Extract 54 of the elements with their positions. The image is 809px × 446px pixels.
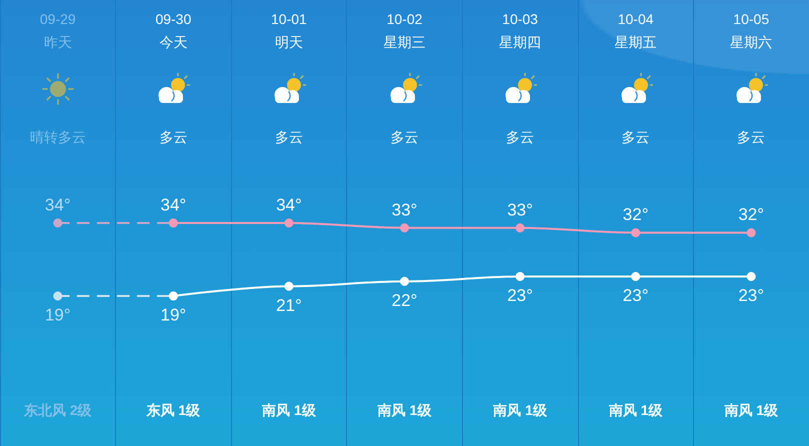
point [284, 282, 294, 291]
x-tick-label: 10-05 [733, 11, 770, 27]
text: 多云 [622, 129, 650, 145]
data-label: 33° [507, 200, 533, 220]
x-tick-label: 10-01 [271, 11, 308, 27]
data-label: 33° [392, 200, 418, 220]
point [53, 218, 62, 228]
data-label: 19° [44, 306, 71, 324]
point [746, 272, 756, 282]
data-label: 34° [276, 196, 302, 214]
text: 昨天 [44, 34, 72, 50]
text: 多云 [737, 129, 766, 145]
text: 南风 1级 [261, 402, 317, 418]
point [400, 223, 409, 232]
data-label: 23° [507, 286, 533, 306]
data-label: 21° [276, 296, 302, 315]
point [400, 276, 409, 286]
text: 星期五 [614, 34, 657, 50]
text: 星期四 [499, 34, 542, 50]
text: 今天 [159, 34, 188, 50]
data-label: 19° [160, 306, 186, 324]
x-tick-label: 10-02 [386, 11, 423, 27]
x-tick-label: 09-30 [155, 11, 192, 27]
text: 南风 1级 [376, 402, 432, 418]
text: 东北风 2级 [22, 402, 93, 418]
text: 星期六 [730, 34, 772, 50]
data-label: 23° [622, 286, 648, 306]
data-label: 32° [622, 205, 648, 224]
point [516, 223, 525, 232]
point [53, 292, 62, 300]
data-label: 34° [160, 196, 186, 214]
text: 南风 1级 [723, 402, 780, 418]
text: 多云 [274, 129, 303, 145]
data-label: 34° [44, 196, 71, 214]
text: 明天 [274, 34, 303, 50]
text: 南风 1级 [608, 402, 664, 418]
point [516, 272, 525, 282]
data-label: 22° [392, 290, 418, 310]
point [746, 228, 756, 238]
text: 晴转多云 [30, 129, 86, 145]
x-tick-label: 10-04 [618, 11, 654, 27]
text: 南风 1级 [492, 402, 548, 418]
text: 东风 1级 [146, 402, 202, 418]
text: 星期三 [384, 34, 426, 50]
text: 多云 [159, 129, 188, 145]
point [284, 218, 294, 228]
text: 多云 [390, 129, 418, 145]
x-tick-label: 09-29 [40, 11, 76, 27]
x-tick-label: 10-03 [502, 11, 538, 27]
data-label: 23° [738, 286, 764, 306]
data-label: 32° [738, 205, 764, 224]
point [631, 228, 640, 238]
point [631, 272, 640, 282]
text: 多云 [506, 129, 534, 145]
